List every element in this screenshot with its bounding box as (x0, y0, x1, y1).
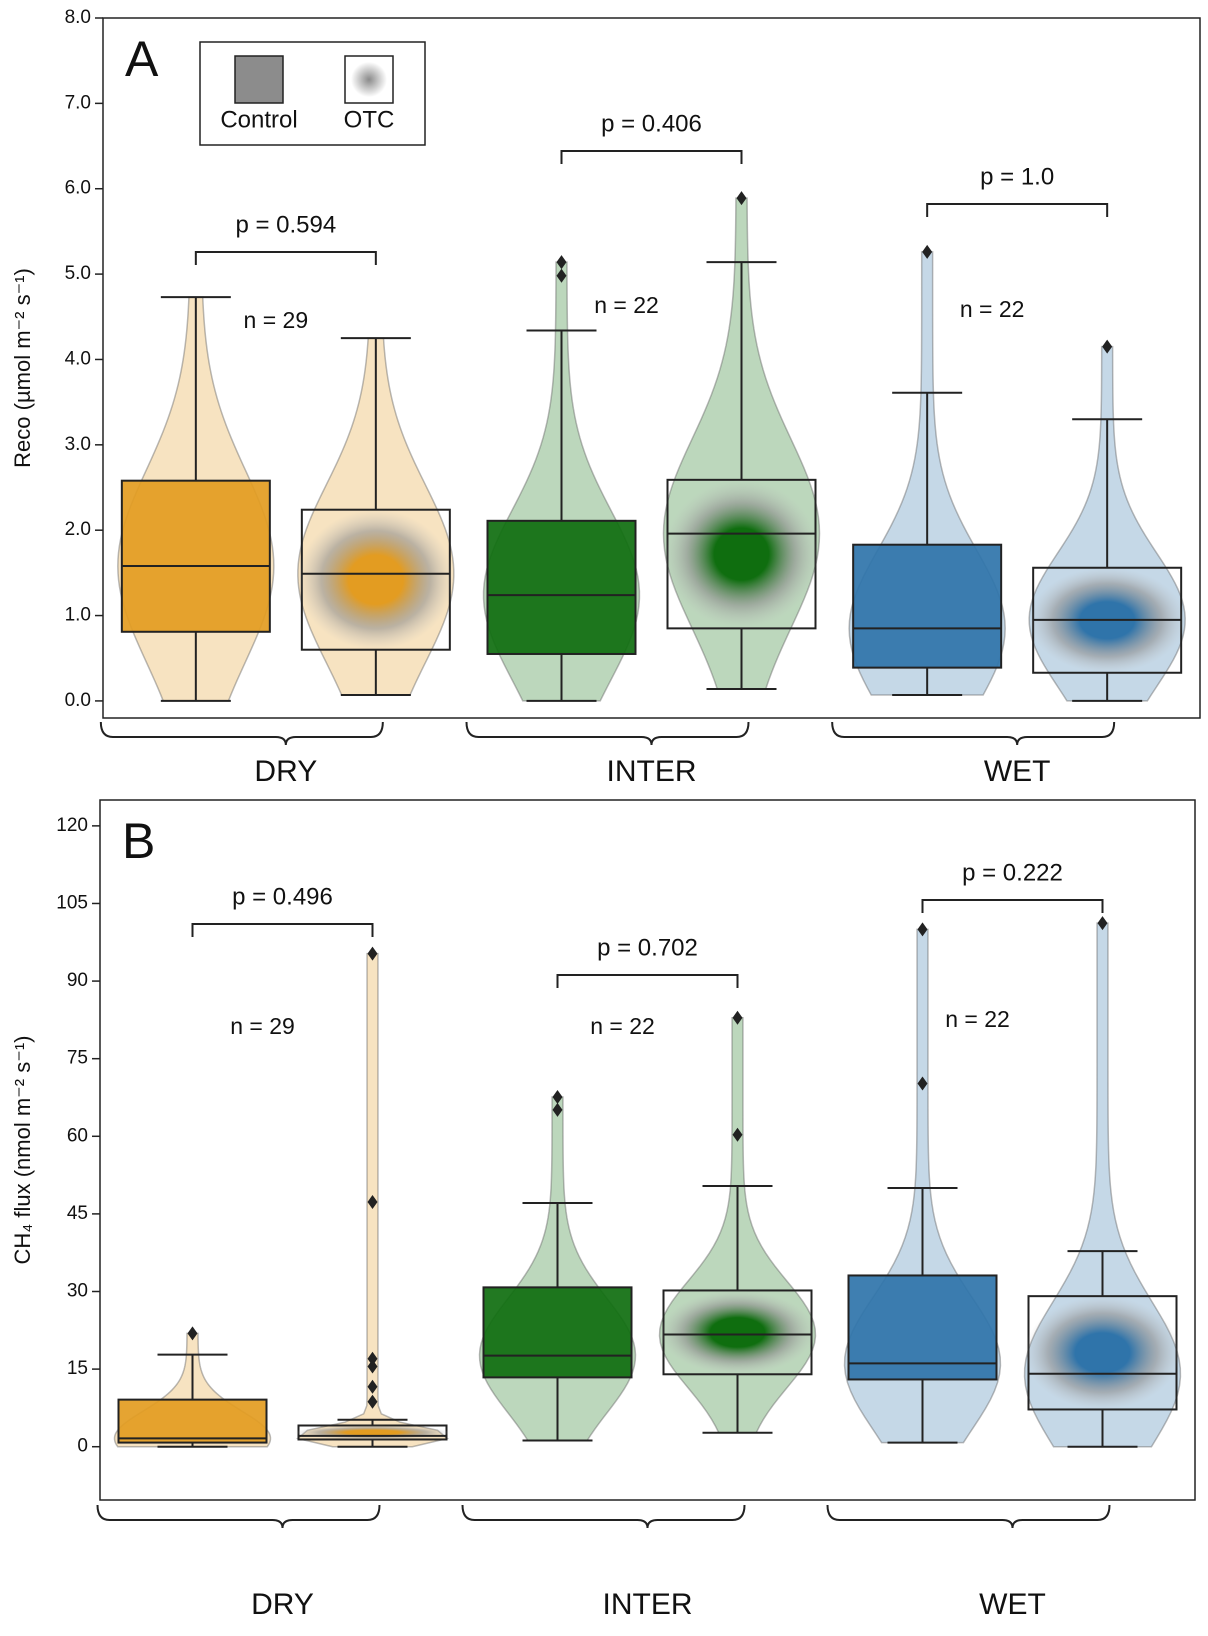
y-tick-label: 0 (77, 1436, 88, 1457)
outlier (1102, 339, 1113, 354)
warming-blob (1024, 1296, 1181, 1410)
box (847, 1274, 998, 1381)
outlier (732, 1127, 743, 1142)
outlier (552, 1089, 563, 1104)
y-tick-label: 3.0 (65, 434, 91, 455)
p-value: p = 1.0 (980, 163, 1054, 190)
y-tick-label: 8.0 (65, 7, 91, 28)
category-brace (99, 721, 384, 746)
significance-bracket (191, 923, 374, 937)
sample-size: n = 29 (230, 1013, 295, 1039)
box (482, 1286, 633, 1379)
y-tick-label: 120 (56, 815, 88, 836)
y-tick-label: 45 (67, 1203, 88, 1224)
y-tick-label: 1.0 (65, 605, 91, 626)
outlier (922, 244, 933, 259)
outlier (367, 1359, 378, 1374)
plot-frame (99, 799, 1196, 1501)
legend-swatch (234, 55, 284, 104)
p-value: p = 0.496 (232, 883, 333, 910)
significance-bracket (921, 899, 1104, 913)
box (486, 519, 637, 655)
outlier (367, 946, 378, 961)
outlier (552, 1102, 563, 1117)
category-brace (461, 1504, 746, 1529)
y-tick-label: 30 (67, 1281, 88, 1302)
y-tick-label: 90 (67, 970, 88, 991)
sample-size: n = 22 (590, 1013, 655, 1039)
y-axis-label: CH₄ flux (nmol m⁻² s⁻¹) (10, 1036, 35, 1265)
category-brace (831, 721, 1116, 746)
y-tick-label: 6.0 (65, 178, 91, 199)
x-tick-label: WET (979, 1588, 1046, 1621)
outlier (917, 1076, 928, 1091)
significance-bracket (194, 251, 377, 265)
outlier (367, 1379, 378, 1394)
legend-swatch (344, 55, 394, 104)
category-brace (465, 721, 750, 746)
panel-label: A (125, 31, 159, 87)
sample-size: n = 29 (244, 307, 309, 333)
sample-size: n = 22 (960, 296, 1025, 322)
warming-blob (659, 1290, 816, 1375)
y-axis-label: Reco (µmol m⁻² s⁻¹) (10, 268, 35, 468)
y-tick-label: 75 (67, 1048, 88, 1069)
box (117, 1398, 268, 1444)
y-tick-label: 60 (67, 1125, 88, 1146)
warming-blob (297, 509, 454, 650)
box (120, 479, 271, 633)
p-value: p = 0.594 (235, 211, 336, 238)
panel-label: B (122, 813, 155, 869)
outlier (556, 268, 567, 283)
outlier (736, 191, 747, 206)
legend-label: Control (220, 106, 297, 133)
warming-blob (663, 479, 820, 629)
sample-size: n = 22 (945, 1006, 1010, 1032)
y-tick-label: 15 (67, 1358, 88, 1379)
outlier (367, 1194, 378, 1209)
x-tick-label: DRY (254, 755, 317, 788)
sample-size: n = 22 (594, 292, 659, 318)
outlier (367, 1394, 378, 1409)
y-tick-label: 7.0 (65, 92, 91, 113)
x-tick-label: INTER (607, 755, 697, 788)
y-tick-label: 0.0 (65, 690, 91, 711)
legend-label: OTC (344, 106, 395, 133)
outlier (732, 1010, 743, 1025)
plot-area (113, 916, 1182, 1448)
plot-area (117, 191, 1186, 702)
x-tick-label: INTER (603, 1588, 693, 1621)
y-tick-label: 4.0 (65, 348, 91, 369)
category-brace (96, 1504, 381, 1529)
y-tick-label: 105 (56, 892, 88, 913)
p-value: p = 0.702 (597, 934, 698, 961)
p-value: p = 0.222 (962, 859, 1063, 886)
significance-bracket (560, 150, 743, 164)
x-tick-label: DRY (251, 1588, 314, 1621)
outlier (917, 922, 928, 937)
outlier (556, 255, 567, 270)
box (852, 543, 1003, 669)
outlier (187, 1326, 198, 1341)
outlier (367, 1351, 378, 1366)
category-brace (826, 1504, 1111, 1529)
significance-bracket (926, 203, 1109, 217)
x-tick-label: WET (984, 755, 1051, 788)
outlier (1097, 916, 1108, 931)
significance-bracket (556, 974, 739, 988)
y-tick-label: 5.0 (65, 263, 91, 284)
y-tick-label: 2.0 (65, 519, 91, 540)
p-value: p = 0.406 (601, 110, 702, 137)
